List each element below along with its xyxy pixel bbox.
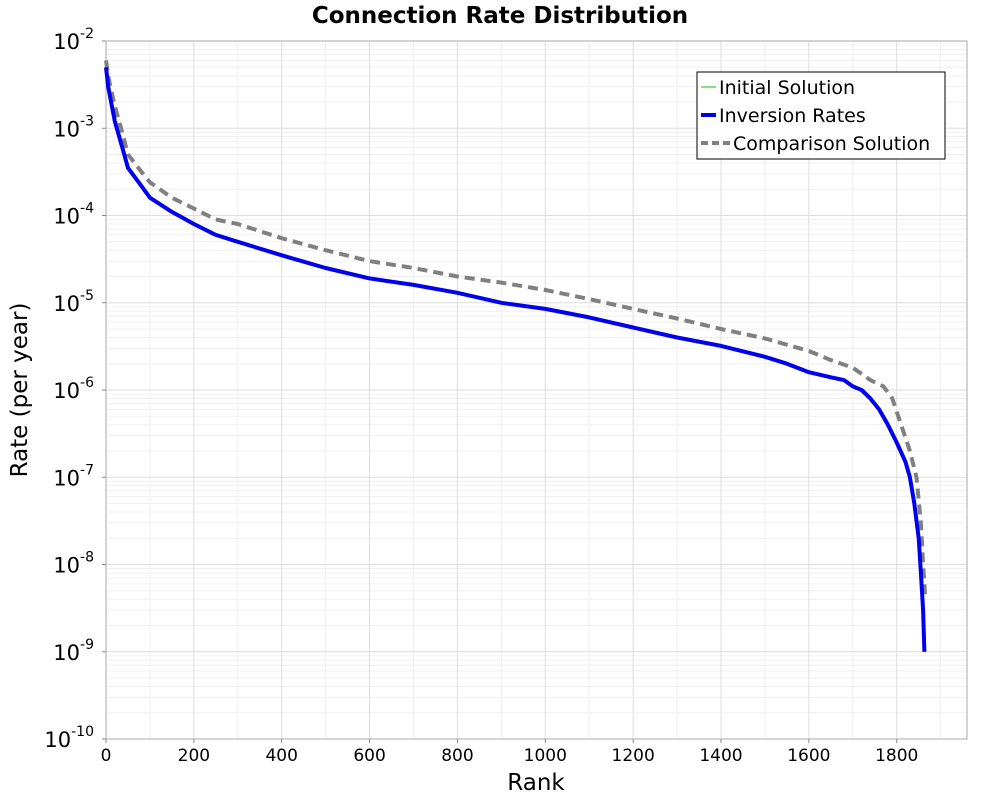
y-tick-label: 10-3 [53, 113, 94, 141]
legend-label: Inversion Rates [719, 105, 866, 127]
y-tick-label: 10-10 [44, 724, 94, 752]
legend-label: Comparison Solution [733, 133, 930, 155]
y-tick-label: 10-9 [53, 637, 94, 665]
series-layer [104, 60, 928, 652]
x-tick-label: 0 [101, 746, 112, 766]
y-tick-label: 10-2 [53, 26, 94, 54]
y-tick-label: 10-6 [53, 375, 94, 403]
x-tick-label: 400 [265, 746, 297, 766]
y-axis-ticks: 10-2 10-3 10-4 10-5 10-6 10-7 10-8 10-9 10-10 [44, 26, 106, 752]
y-tick-label: 10-7 [53, 462, 94, 490]
legend: Initial Solution Inversion Rates Compariso… [696, 71, 946, 160]
grid-minor [106, 41, 967, 739]
x-tick-label: 1200 [612, 746, 655, 766]
x-tick-label: 1800 [875, 746, 918, 766]
y-tick-label: 10-5 [53, 288, 94, 316]
x-tick-label: 1600 [787, 746, 830, 766]
chart-title: Connection Rate Distribution [312, 3, 688, 29]
y-tick-label: 10-4 [53, 201, 94, 229]
y-tick-label: 10-8 [53, 550, 94, 578]
x-tick-label: 600 [353, 746, 385, 766]
x-axis-label: Rank [507, 770, 565, 796]
x-tick-label: 1000 [524, 746, 567, 766]
x-tick-label: 200 [178, 746, 210, 766]
x-axis-ticks: 0 200 400 600 800 1000 1200 1400 1600 1800 [101, 739, 918, 766]
y-axis-label: Rate (per year) [7, 303, 33, 478]
legend-box [696, 71, 946, 160]
legend-label: Initial Solution [719, 77, 855, 99]
series-line-inversion-rates [104, 67, 927, 652]
x-tick-label: 800 [441, 746, 473, 766]
x-tick-label: 1400 [699, 746, 742, 766]
series-line-comparison-solution [104, 60, 928, 600]
